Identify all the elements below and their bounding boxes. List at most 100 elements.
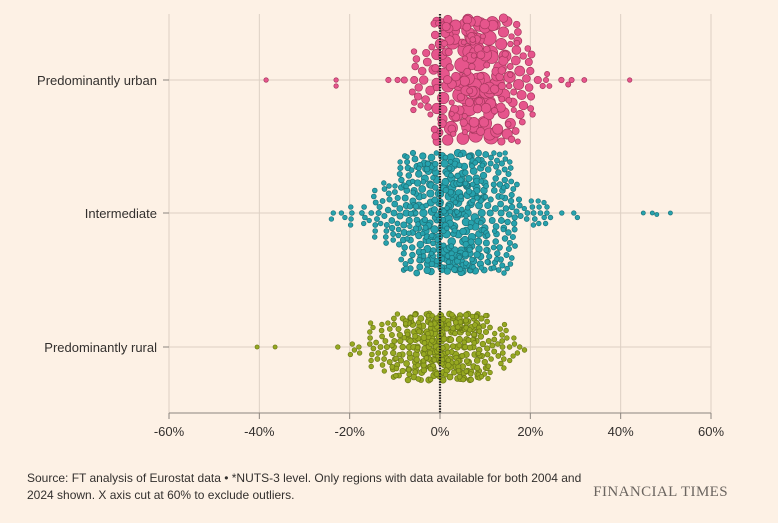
data-point bbox=[501, 365, 507, 371]
data-point bbox=[406, 371, 413, 378]
data-point bbox=[483, 45, 491, 53]
data-point bbox=[409, 149, 417, 157]
data-point bbox=[497, 66, 506, 75]
data-point bbox=[505, 82, 513, 90]
data-points bbox=[254, 13, 673, 384]
data-point bbox=[581, 77, 588, 83]
data-point bbox=[373, 339, 379, 346]
data-point bbox=[367, 320, 374, 326]
data-point bbox=[407, 203, 414, 210]
data-point bbox=[483, 312, 489, 319]
data-point bbox=[454, 324, 461, 330]
data-point bbox=[499, 350, 506, 356]
data-point bbox=[398, 176, 405, 184]
data-point bbox=[511, 127, 520, 135]
data-point bbox=[430, 125, 439, 134]
data-point bbox=[479, 162, 486, 169]
data-point bbox=[430, 175, 436, 181]
data-point bbox=[404, 331, 411, 338]
data-point bbox=[490, 181, 497, 188]
data-point bbox=[405, 367, 412, 373]
data-point bbox=[347, 351, 354, 358]
data-point bbox=[510, 353, 516, 359]
data-point bbox=[510, 186, 517, 192]
data-point bbox=[654, 212, 660, 217]
data-point bbox=[498, 13, 509, 23]
data-point bbox=[391, 315, 397, 322]
data-point bbox=[342, 214, 348, 221]
data-point bbox=[496, 151, 503, 158]
data-point bbox=[507, 159, 513, 165]
data-point bbox=[382, 234, 389, 240]
data-point bbox=[504, 335, 510, 341]
data-point bbox=[490, 107, 499, 115]
data-point bbox=[335, 344, 341, 350]
data-point bbox=[386, 183, 392, 189]
data-point bbox=[421, 216, 429, 223]
data-point bbox=[523, 216, 530, 222]
data-point bbox=[445, 357, 452, 363]
data-point bbox=[393, 372, 399, 379]
data-point bbox=[498, 360, 504, 367]
data-point bbox=[422, 48, 431, 58]
data-point bbox=[529, 111, 536, 118]
data-point bbox=[513, 39, 521, 47]
data-point bbox=[431, 184, 439, 191]
data-point bbox=[401, 194, 409, 202]
data-point bbox=[500, 356, 507, 362]
data-point bbox=[499, 194, 505, 200]
data-point bbox=[393, 365, 400, 372]
data-point bbox=[456, 93, 466, 102]
data-point bbox=[412, 210, 419, 216]
data-point bbox=[367, 335, 373, 341]
data-point bbox=[505, 97, 513, 104]
data-point bbox=[431, 196, 439, 204]
data-point bbox=[330, 210, 336, 216]
data-point bbox=[391, 200, 399, 208]
data-point bbox=[536, 204, 542, 210]
data-point bbox=[449, 311, 455, 318]
data-point bbox=[457, 152, 464, 158]
data-point bbox=[480, 102, 492, 114]
data-point bbox=[408, 167, 415, 173]
data-point bbox=[417, 66, 427, 76]
data-point bbox=[440, 40, 448, 48]
data-point bbox=[433, 371, 440, 377]
data-point bbox=[503, 251, 510, 259]
data-point bbox=[508, 33, 515, 40]
data-point bbox=[468, 63, 476, 71]
data-point bbox=[419, 230, 426, 237]
data-point bbox=[413, 269, 421, 277]
data-point bbox=[425, 330, 431, 337]
data-point bbox=[485, 363, 491, 369]
data-point bbox=[448, 99, 455, 106]
data-point bbox=[449, 254, 455, 261]
data-point bbox=[404, 159, 411, 165]
data-point bbox=[491, 187, 498, 194]
data-point bbox=[448, 111, 455, 117]
data-point bbox=[461, 250, 469, 258]
data-point bbox=[504, 265, 510, 272]
data-point bbox=[541, 214, 547, 221]
data-point bbox=[524, 210, 531, 216]
data-point bbox=[459, 353, 466, 359]
data-point bbox=[420, 179, 427, 185]
data-point bbox=[451, 71, 461, 82]
data-point bbox=[416, 263, 424, 271]
data-point bbox=[497, 217, 505, 224]
data-point bbox=[385, 190, 392, 197]
data-point bbox=[511, 226, 518, 233]
data-point bbox=[487, 160, 494, 167]
data-point bbox=[547, 214, 554, 221]
data-point bbox=[407, 210, 414, 217]
data-point bbox=[483, 247, 490, 253]
data-point bbox=[440, 315, 447, 323]
data-point bbox=[492, 175, 499, 182]
data-point bbox=[465, 174, 473, 183]
data-point bbox=[420, 193, 427, 200]
data-point bbox=[451, 227, 458, 234]
data-point bbox=[412, 333, 419, 340]
data-point bbox=[495, 267, 502, 273]
data-point bbox=[368, 357, 374, 364]
data-point bbox=[477, 209, 486, 217]
